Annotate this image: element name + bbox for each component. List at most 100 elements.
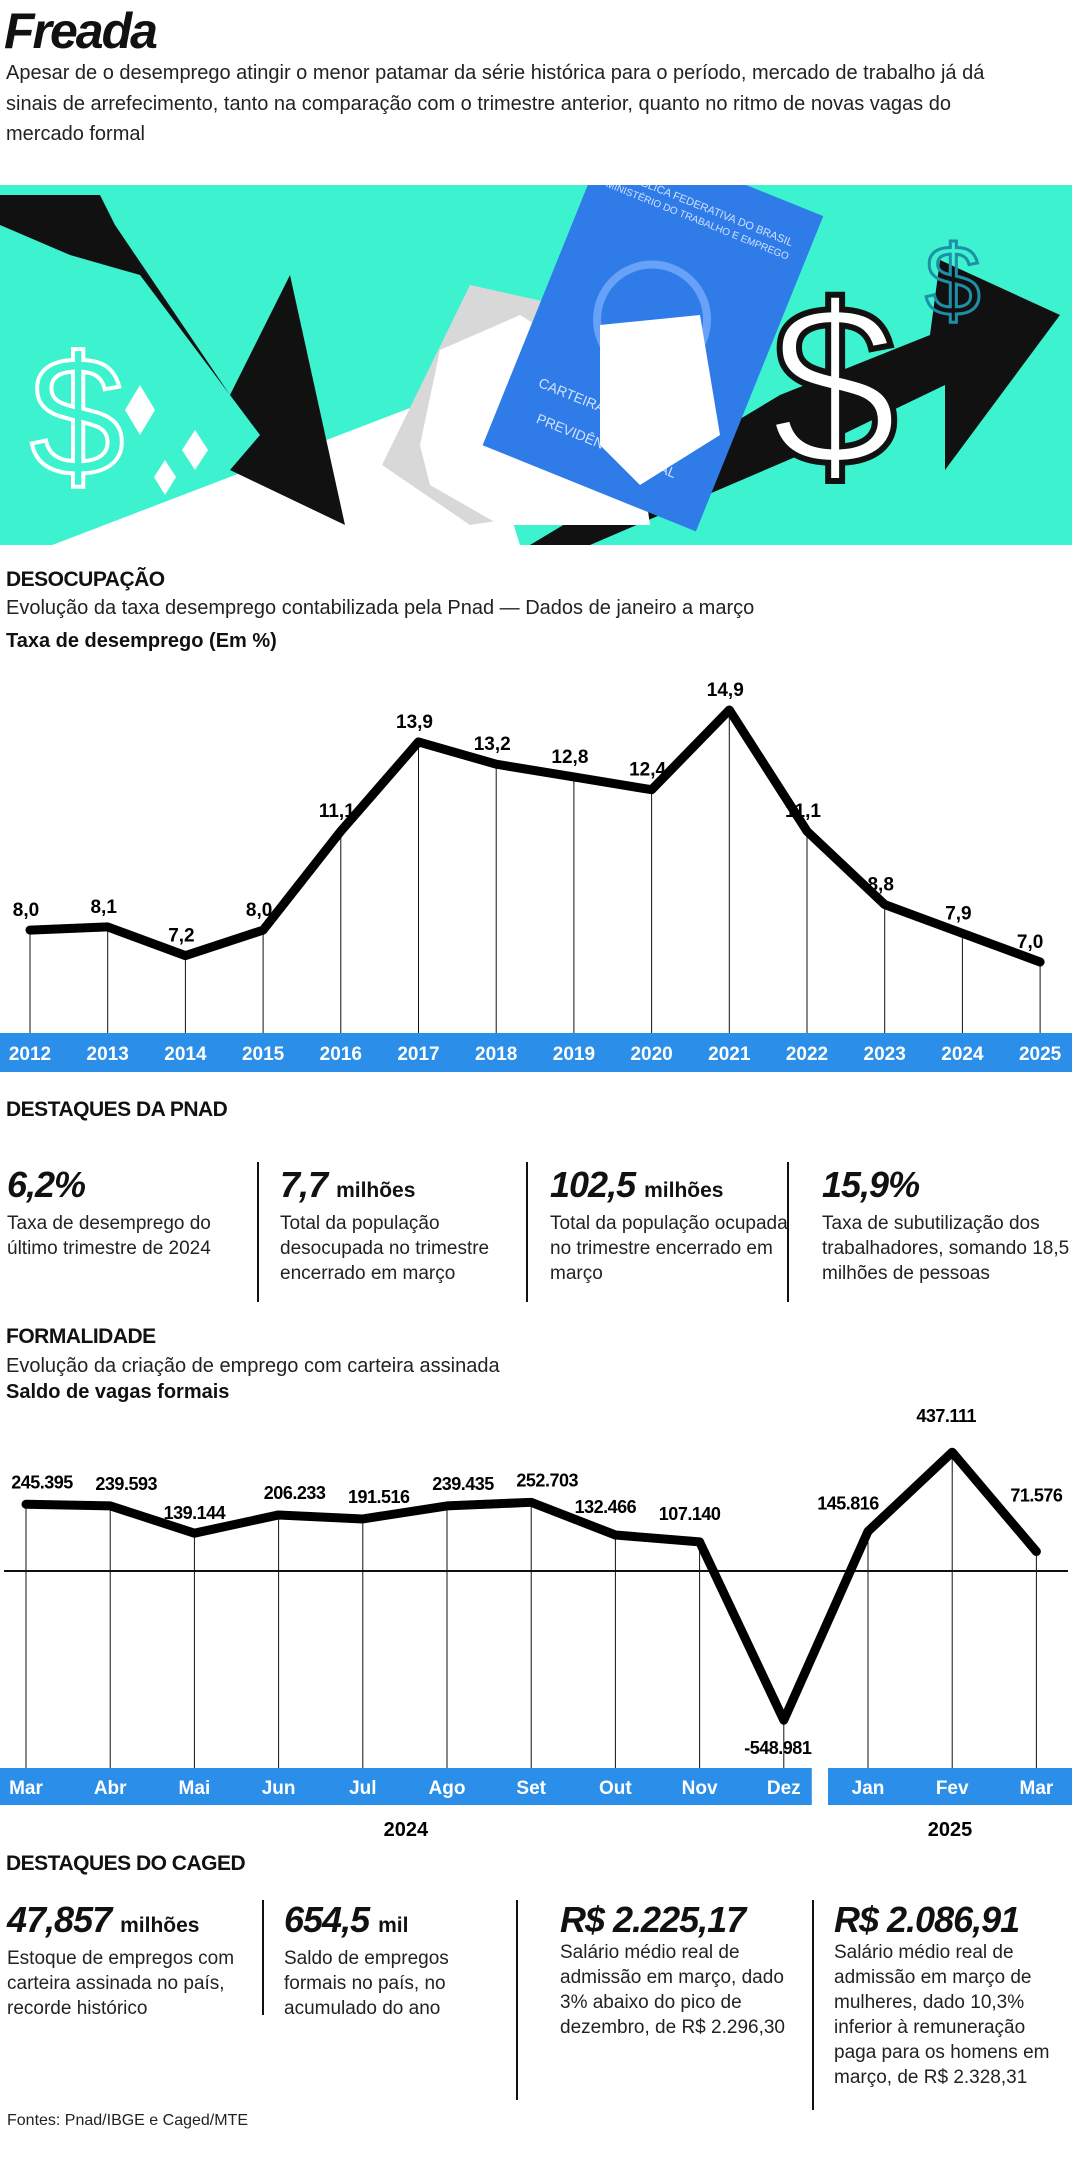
x-axis-bar — [0, 1768, 812, 1805]
x-tick-label: 2021 — [708, 1044, 751, 1065]
section-title-formalidade: FORMALIDADE — [6, 1325, 156, 1348]
x-tick-label: 2020 — [630, 1044, 672, 1065]
x-tick-label: 2013 — [87, 1044, 129, 1065]
data-label: 7,0 — [1017, 932, 1043, 953]
diamond-icon — [182, 430, 208, 470]
diamond-icon — [125, 385, 155, 435]
x-tick-label: Mai — [179, 1778, 211, 1799]
x-tick-label: Nov — [682, 1778, 718, 1799]
data-label: 13,2 — [474, 734, 511, 755]
data-label: 8,1 — [90, 897, 117, 918]
section-subtitle-desocupacao: Evolução da taxa desemprego contabilizad… — [6, 597, 755, 619]
year-label: 2024 — [384, 1819, 429, 1841]
x-tick-label: 2022 — [786, 1044, 828, 1065]
x-tick-label: 2017 — [397, 1044, 439, 1065]
stat-value: 654,5 — [284, 1899, 370, 1940]
caged-stat: 47,857 milhões Estoque de empregos com c… — [7, 1900, 267, 2021]
down-arrow-icon — [0, 195, 345, 525]
pnad-stat: 7,7 milhões Total da população desocupad… — [280, 1165, 530, 1286]
data-label: 8,0 — [13, 900, 39, 921]
sources-footer: Fontes: Pnad/IBGE e Caged/MTE — [7, 2112, 249, 2129]
x-tick-label: 2014 — [164, 1044, 207, 1065]
stat-desc: Taxa de desemprego do último trimestre d… — [7, 1213, 211, 1259]
data-label: 437.111 — [916, 1406, 976, 1426]
data-label: 11,1 — [319, 801, 355, 822]
caged-stat: R$ 2.086,91 Salário médio real de admiss… — [834, 1900, 1070, 2090]
stat-unit: mil — [378, 1914, 409, 1937]
divider — [787, 1162, 789, 1302]
unemployment-chart: 8,0 2012 8,1 2013 7,2 2014 8,0 2015 11,1 2016 13,9… — [0, 680, 1072, 1072]
x-tick-label: Jul — [349, 1778, 376, 1799]
x-tick-label: 2023 — [864, 1044, 906, 1065]
chart-title-desemprego: Taxa de desemprego (Em %) — [6, 630, 277, 652]
x-tick-label: Out — [599, 1778, 632, 1799]
x-tick-label: 2019 — [553, 1044, 595, 1065]
data-label: 239.593 — [95, 1474, 157, 1494]
data-label: 145.816 — [817, 1493, 879, 1513]
stat-value: 15,9% — [822, 1164, 920, 1205]
x-axis-bar — [0, 1033, 1072, 1072]
x-tick-label: Dez — [767, 1778, 801, 1799]
caged-stat: 654,5 mil Saldo de empregos formais no p… — [284, 1900, 514, 2021]
stat-value: 102,5 — [550, 1164, 636, 1205]
pnad-stat: 15,9% Taxa de subutilização dos trabalha… — [822, 1165, 1072, 1286]
year-label: 2025 — [928, 1819, 973, 1841]
stat-unit: milhões — [120, 1914, 200, 1937]
dollar-icon-center: $ — [770, 257, 898, 514]
diamond-icon — [154, 460, 176, 495]
stat-desc: Salário médio real de admissão em março,… — [560, 1942, 785, 2038]
x-tick-label: Ago — [429, 1778, 466, 1799]
divider — [262, 1900, 264, 2015]
data-label: 239.435 — [432, 1474, 494, 1494]
stat-desc: Total da população ocupada no trimestre … — [550, 1213, 788, 1284]
x-tick-label: 2012 — [9, 1044, 51, 1065]
x-tick-label: Mar — [9, 1778, 43, 1799]
data-label: 8,8 — [867, 875, 893, 896]
divider — [516, 1900, 518, 2100]
chart-title-saldo: Saldo de vagas formais — [6, 1381, 230, 1403]
caged-stat: R$ 2.225,17 Salário médio real de admiss… — [560, 1900, 800, 2040]
stat-value: 47,857 — [7, 1899, 112, 1940]
stat-unit: milhões — [644, 1179, 724, 1202]
section-title-desocupacao: DESOCUPAÇÃO — [6, 568, 165, 591]
data-label: 132.466 — [575, 1497, 637, 1517]
stat-desc: Saldo de empregos formais no país, no ac… — [284, 1948, 449, 2019]
x-tick-label: Set — [516, 1778, 546, 1799]
x-tick-label: 2015 — [242, 1044, 285, 1065]
data-label: 11,1 — [785, 801, 821, 822]
hand-fingers — [600, 315, 720, 485]
dollar-icon-left: $ — [30, 322, 125, 512]
data-label: 191.516 — [348, 1487, 410, 1507]
stat-desc: Taxa de subutilização dos trabalhadores,… — [822, 1213, 1070, 1284]
stat-desc: Estoque de empregos com carteira assinad… — [7, 1948, 235, 2019]
data-label: 252.703 — [516, 1470, 578, 1490]
stat-value: 7,7 — [280, 1164, 328, 1205]
data-label: 7,2 — [168, 926, 194, 947]
pnad-stat: 102,5 milhões Total da população ocupada… — [550, 1165, 800, 1286]
data-label: 8,0 — [246, 900, 272, 921]
x-tick-label: 2025 — [1019, 1044, 1062, 1065]
divider — [812, 1900, 814, 2110]
x-tick-label: Jun — [262, 1778, 296, 1799]
page-dek: Apesar de o desemprego atingir o menor p… — [6, 62, 985, 145]
pnad-stat: 6,2% Taxa de desemprego do último trimes… — [7, 1165, 257, 1261]
x-tick-label: Abr — [94, 1778, 127, 1799]
data-label: 13,9 — [396, 712, 433, 733]
stat-desc: Total da população desocupada no trimest… — [280, 1213, 490, 1284]
x-tick-label: Mar — [1020, 1778, 1054, 1799]
section-subtitle-formalidade: Evolução da criação de emprego com carte… — [6, 1355, 500, 1377]
x-tick-label: 2016 — [320, 1044, 362, 1065]
stat-unit: milhões — [336, 1179, 416, 1202]
x-axis-bar — [828, 1768, 1072, 1805]
dollar-icon-right: $ — [925, 225, 981, 337]
data-label: -548.981 — [744, 1738, 812, 1758]
data-label: 12,8 — [551, 747, 588, 768]
x-tick-label: 2024 — [941, 1044, 984, 1065]
divider — [526, 1162, 528, 1302]
data-label: 12,4 — [629, 760, 666, 781]
stat-desc: Salário médio real de admissão em março … — [834, 1942, 1050, 2088]
stat-value: R$ 2.086,91 — [834, 1899, 1020, 1940]
data-label: 206.233 — [264, 1483, 326, 1503]
data-label: 14,9 — [707, 680, 744, 701]
divider — [257, 1162, 259, 1302]
